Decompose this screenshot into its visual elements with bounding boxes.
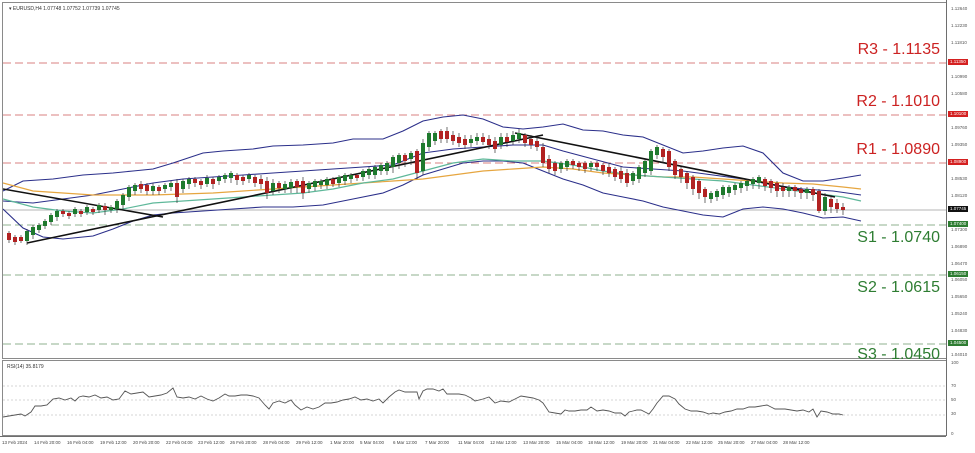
time-tick: 11 Mar 04:00 <box>458 440 485 445</box>
r3-price-tag: 1.11350 <box>948 59 968 65</box>
price-tick: 1.10580 <box>951 91 968 96</box>
rsi-tick: 30 <box>951 411 957 416</box>
price-tick: 1.06470 <box>951 261 968 266</box>
time-tick: 25 Mar 20:00 <box>718 440 745 445</box>
time-tick: 6 Mar 12:00 <box>393 440 418 445</box>
price-tick: 1.09760 <box>951 125 968 130</box>
time-tick: 12 Mar 12:00 <box>490 440 517 445</box>
time-tick: 18 Mar 12:00 <box>588 440 615 445</box>
r1-price-tag: 1.08900 <box>948 159 969 165</box>
price-tick: 1.05650 <box>951 294 968 299</box>
price-tick: 1.10990 <box>951 74 968 79</box>
bollinger-lower <box>3 160 862 240</box>
s1-label: S1 - 1.0740 <box>857 229 940 246</box>
time-tick: 19 Feb 12:00 <box>100 440 127 445</box>
rsi-tick: 100 <box>951 360 959 365</box>
s2-price-tag: 1.06150 <box>948 271 969 277</box>
time-axis[interactable]: 13 Feb 2024 14 Feb 20:00 16 Feb 04:00 19… <box>0 436 946 453</box>
chart-title: ▾ EURUSD,H4 1.07748 1.07752 1.07739 1.07… <box>9 6 120 12</box>
candlesticks <box>7 127 845 245</box>
r3-label: R3 - 1.1135 <box>857 41 940 58</box>
time-tick: 26 Feb 20:00 <box>230 440 257 445</box>
price-chart-panel[interactable]: ▾ EURUSD,H4 1.07748 1.07752 1.07739 1.07… <box>2 2 946 363</box>
time-tick: 1 Mar 20:00 <box>330 440 355 445</box>
price-tick: 1.12640 <box>951 6 968 11</box>
r1-label: R1 - 1.0890 <box>856 141 940 158</box>
price-tick: 1.04830 <box>951 328 968 333</box>
time-tick: 28 Feb 04:00 <box>263 440 290 445</box>
time-tick: 23 Feb 12:00 <box>198 440 225 445</box>
time-tick: 7 Mar 20:00 <box>425 440 450 445</box>
time-tick: 13 Mar 20:00 <box>523 440 550 445</box>
falling-trendline-feb <box>3 188 164 218</box>
price-axis[interactable]: 1.12640 1.12230 1.11810 1.11350 1.10990 … <box>946 0 975 436</box>
s1-price-tag: 1.07400 <box>948 221 969 227</box>
time-tick: 21 Mar 04:00 <box>653 440 680 445</box>
price-tick: 1.08120 <box>951 193 968 198</box>
price-chart-canvas <box>3 62 946 345</box>
time-tick: 16 Feb 04:00 <box>67 440 94 445</box>
rsi-tick: 0 <box>951 431 954 436</box>
price-tick: 1.05240 <box>951 311 968 316</box>
time-tick: 13 Feb 2024 <box>2 440 28 445</box>
r2-label: R2 - 1.1010 <box>856 93 940 110</box>
bollinger-middle <box>3 144 862 204</box>
price-tick: 1.11810 <box>951 40 967 45</box>
rsi-tick: 50 <box>951 397 957 402</box>
rsi-tick: 70 <box>951 383 957 388</box>
time-tick: 20 Feb 20:00 <box>133 440 160 445</box>
s3-price-tag: 1.04500 <box>948 340 969 346</box>
s2-label: S2 - 1.0615 <box>857 279 940 296</box>
time-tick: 28 Mar 12:00 <box>783 440 810 445</box>
rsi-canvas <box>3 385 946 418</box>
r2-price-tag: 1.10100 <box>948 111 969 117</box>
price-tick: 1.06050 <box>951 277 968 282</box>
time-tick: 29 Feb 12:00 <box>296 440 323 445</box>
bollinger-upper <box>3 114 862 192</box>
moving-average-fast <box>3 158 862 214</box>
price-tick: 1.09350 <box>951 142 968 147</box>
moving-average-slow <box>3 166 862 196</box>
time-tick: 19 Mar 20:00 <box>621 440 648 445</box>
time-tick: 14 Feb 20:00 <box>34 440 61 445</box>
time-tick: 22 Mar 12:00 <box>686 440 713 445</box>
rsi-title: RSI(14) 35.8179 <box>7 364 44 370</box>
time-tick: 5 Mar 04:00 <box>360 440 385 445</box>
price-tick: 1.07300 <box>951 227 968 232</box>
s3-label: S3 - 1.0450 <box>857 346 940 363</box>
candle-bodies <box>7 131 845 242</box>
price-tick: 1.12230 <box>951 23 968 28</box>
current-price-tag: 1.07745 <box>948 206 969 212</box>
price-tick: 1.06890 <box>951 244 968 249</box>
time-tick: 27 Mar 04:00 <box>751 440 778 445</box>
rsi-panel[interactable]: RSI(14) 35.8179 <box>2 360 946 436</box>
price-tick: 1.04010 <box>951 352 968 357</box>
rsi-line <box>3 387 844 418</box>
price-tick: 1.08530 <box>951 176 968 181</box>
time-tick: 22 Feb 04:00 <box>166 440 193 445</box>
time-tick: 15 Mar 04:00 <box>556 440 583 445</box>
